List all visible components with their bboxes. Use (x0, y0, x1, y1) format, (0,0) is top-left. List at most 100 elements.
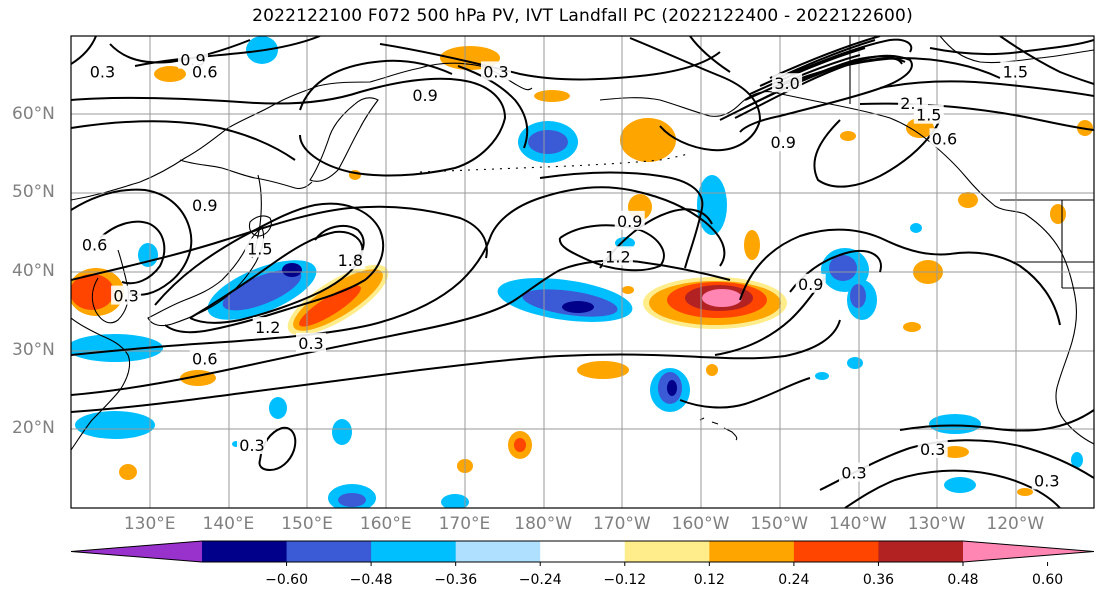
pos-patch (744, 230, 760, 260)
lat-label: 30°N (12, 339, 55, 360)
pos-patch (620, 118, 676, 162)
neg-patch (562, 301, 594, 313)
colorbar-tick-label: 0.12 (693, 572, 725, 588)
pv-contour (558, 224, 665, 272)
pv-contour (71, 205, 488, 281)
contour-label: 0.3 (113, 287, 138, 306)
pv-contour (71, 77, 507, 177)
lon-label: 130°E (123, 514, 176, 534)
contour-label: 1.5 (1003, 62, 1028, 81)
pos-patch (1017, 488, 1033, 496)
colorbar-swatch (878, 541, 964, 562)
colorbar-swatch (540, 541, 626, 562)
contour-label-halo (79, 234, 110, 254)
lat-label: 20°N (12, 418, 55, 439)
pv-contour (899, 409, 1094, 432)
alaska-coast (599, 91, 1094, 445)
neg-patch (441, 494, 469, 508)
lon-label: 170°W (592, 514, 651, 534)
neg-patch (667, 380, 677, 396)
contour-label-halo (1000, 61, 1031, 81)
contour-label: 0.3 (920, 440, 945, 459)
contour-label: 1.2 (605, 247, 630, 266)
lon-label: 170°E (438, 514, 491, 534)
contour-label: 0.6 (932, 129, 957, 148)
figure-title: 2022122100 F072 500 hPa PV, IVT Landfall… (252, 6, 913, 26)
contour-label-halo (772, 73, 803, 93)
contour-label: 0.9 (192, 196, 217, 215)
pos-patch (840, 131, 856, 141)
map-panel: 0.90.60.30.90.33.02.11.50.61.50.90.90.60… (71, 36, 1094, 508)
neg-patch (944, 477, 976, 493)
pv-contour (71, 186, 726, 356)
contour-label: 0.9 (412, 86, 437, 105)
pv-contour (109, 39, 251, 64)
neg-patch (815, 372, 829, 380)
lat-label: 50°N (12, 182, 55, 203)
contour-label-halo (111, 285, 142, 305)
colorbar-extend-max (963, 541, 1094, 562)
colorbar-swatch (455, 541, 541, 562)
jet-contour (744, 54, 861, 101)
pos-patch (154, 66, 186, 82)
contour-label: 0.6 (192, 62, 217, 81)
colorbar-tick-label: 0.48 (947, 572, 979, 588)
contour-label: 0.3 (483, 62, 508, 81)
neg-patch (850, 284, 866, 308)
lon-label: 150°E (281, 514, 333, 534)
pv-contour (134, 36, 321, 67)
lon-label: 140°W (829, 514, 887, 534)
china-coast (71, 317, 131, 451)
kamchatka-coast (309, 97, 379, 182)
contour-label: 0.3 (239, 436, 264, 455)
colorbar-tick-label: 0.36 (862, 572, 895, 588)
lon-label: 180°W (514, 514, 573, 534)
pos-patch (706, 364, 718, 376)
pv-contour (154, 202, 385, 334)
contour-label-halo (189, 348, 220, 368)
lon-label: 120°W (986, 514, 1045, 534)
pv-contour (679, 377, 811, 409)
neg-patch (615, 237, 635, 249)
pv-contour (539, 171, 704, 269)
colorbar-swatch (709, 541, 795, 562)
contour-label: 0.6 (82, 235, 107, 254)
contour-label: 3.0 (774, 74, 799, 93)
contour-label: 0.3 (1034, 471, 1059, 490)
map-frame (70, 35, 1095, 509)
contour-label-halo (614, 210, 645, 230)
lon-label: 130°W (907, 514, 966, 534)
pos-patch (119, 464, 137, 480)
shading-layer (71, 36, 1093, 508)
colorbar (70, 540, 1095, 566)
contour-label: 1.5 (247, 239, 272, 258)
neg-patch (847, 357, 863, 369)
lat-label: 60°N (12, 103, 55, 124)
neg-patch (697, 175, 727, 235)
lon-label: 140°E (202, 514, 255, 534)
pv-contour (844, 469, 1061, 508)
contour-label-halo (917, 439, 948, 458)
pv-contour (71, 319, 841, 413)
pos-patch (958, 192, 978, 208)
contour-label-halo (252, 317, 283, 337)
okhotsk-coast (179, 159, 313, 190)
jet-contour (769, 36, 881, 79)
colorbar-swatch (793, 541, 879, 562)
contour-label: 0.6 (192, 350, 217, 369)
neg-patch (528, 130, 568, 154)
pv-contour (258, 426, 297, 472)
jet-contour (749, 47, 866, 95)
korea-coast (91, 249, 130, 324)
contour-label-halo (87, 61, 118, 81)
neg-patch (71, 334, 163, 362)
contour-label: 0.9 (770, 133, 795, 152)
contour-label-halo (236, 435, 267, 455)
contour-label: 0.3 (841, 464, 866, 483)
pos-patch (534, 90, 570, 102)
pv-contour (813, 119, 941, 188)
jet-contour (779, 56, 1001, 87)
contour-label-halo (602, 246, 633, 266)
pv-contour (99, 220, 166, 285)
